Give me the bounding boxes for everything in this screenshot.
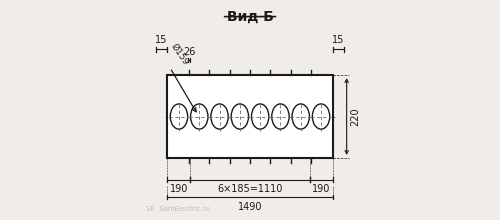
Bar	[168, 75, 332, 158]
Ellipse shape	[190, 104, 208, 129]
Ellipse shape	[292, 104, 310, 129]
Ellipse shape	[252, 104, 269, 129]
Text: 190: 190	[312, 184, 330, 194]
Ellipse shape	[312, 104, 330, 129]
Ellipse shape	[231, 104, 248, 129]
Text: 1490: 1490	[238, 202, 262, 212]
Text: 6×185=1110: 6×185=1110	[218, 184, 282, 194]
Text: 220: 220	[350, 107, 360, 126]
Text: 15: 15	[332, 35, 344, 45]
Text: Вид Б: Вид Б	[226, 10, 274, 24]
Text: SE  SamElectric.ru: SE SamElectric.ru	[146, 206, 210, 212]
Text: 190: 190	[170, 184, 188, 194]
Text: 15: 15	[156, 35, 168, 45]
Text: 26: 26	[183, 47, 196, 57]
Ellipse shape	[272, 104, 289, 129]
Ellipse shape	[170, 104, 188, 129]
Ellipse shape	[211, 104, 228, 129]
Text: Ø159: Ø159	[169, 42, 190, 67]
